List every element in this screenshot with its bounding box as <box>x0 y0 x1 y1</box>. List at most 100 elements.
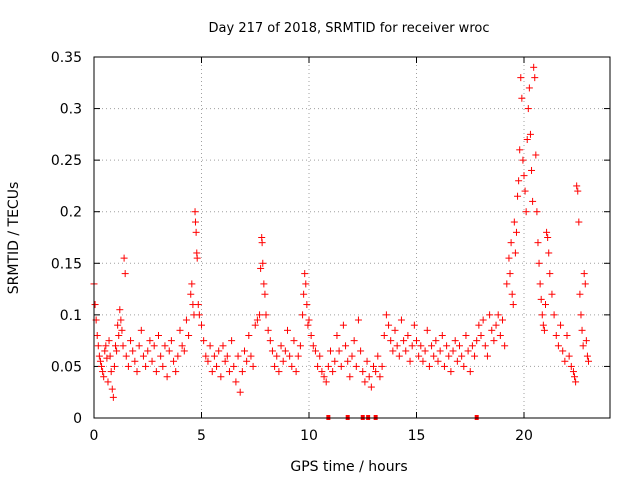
data-point <box>204 357 212 365</box>
data-point <box>479 316 487 324</box>
data-point <box>404 331 412 339</box>
data-point <box>509 301 517 309</box>
data-point <box>112 342 119 350</box>
data-point <box>137 326 145 334</box>
y-tick-label: 0.1 <box>60 308 82 324</box>
data-point <box>531 74 539 82</box>
data-point <box>511 249 519 257</box>
data-point <box>107 368 115 376</box>
data-point <box>569 368 577 376</box>
data-point <box>559 347 567 355</box>
data-point <box>376 373 384 381</box>
data-point <box>578 326 586 334</box>
data-point <box>271 362 279 370</box>
data-point <box>157 352 165 360</box>
data-point <box>436 347 444 355</box>
data-point <box>408 342 416 350</box>
data-point <box>142 362 150 370</box>
data-point <box>206 342 214 350</box>
x-tick-label: 15 <box>408 428 426 444</box>
data-point <box>585 357 592 365</box>
data-point <box>146 337 154 345</box>
data-point <box>410 321 418 329</box>
data-point <box>561 357 569 365</box>
data-point <box>117 316 125 324</box>
data-point <box>344 357 352 365</box>
data-point <box>550 311 558 319</box>
data-point <box>537 295 545 303</box>
data-point <box>539 321 547 329</box>
data-point <box>534 239 542 247</box>
data-point <box>389 347 397 355</box>
data-point <box>116 306 124 314</box>
y-tick-label: 0.15 <box>51 256 82 272</box>
data-point <box>462 331 470 339</box>
data-point <box>406 357 414 365</box>
data-point <box>503 280 511 288</box>
x-axis-label: GPS time / hours <box>290 459 407 475</box>
data-point <box>545 249 553 257</box>
data-point <box>572 378 580 386</box>
data-point <box>261 290 269 298</box>
data-point <box>456 342 463 350</box>
data-point <box>259 259 267 267</box>
data-point <box>430 352 438 360</box>
data-point <box>532 151 540 159</box>
data-point <box>301 270 309 278</box>
data-point <box>337 362 345 370</box>
data-point <box>579 342 587 350</box>
data-point <box>194 301 202 309</box>
data-point <box>354 316 362 324</box>
data-point <box>294 352 302 360</box>
data-point <box>447 368 455 376</box>
data-point <box>258 239 266 247</box>
data-point <box>232 378 240 386</box>
data-point <box>102 342 110 350</box>
data-point <box>391 326 399 334</box>
chart-title: Day 217 of 2018, SRMTID for receiver wro… <box>209 21 490 36</box>
data-point <box>182 316 190 324</box>
data-point <box>451 337 459 345</box>
data-point <box>577 311 585 319</box>
data-point <box>268 347 276 355</box>
data-point <box>483 352 491 360</box>
data-point <box>192 228 200 236</box>
data-point <box>395 352 403 360</box>
data-point <box>253 316 261 324</box>
data-point <box>492 321 500 329</box>
data-point <box>382 311 390 319</box>
data-point <box>529 197 537 205</box>
data-point <box>251 321 259 329</box>
data-point <box>193 254 201 262</box>
data-point <box>352 362 360 370</box>
data-point <box>464 347 472 355</box>
data-point <box>580 270 588 278</box>
data-point <box>114 321 122 329</box>
data-point <box>329 368 337 376</box>
data-point <box>104 378 112 386</box>
data-point <box>506 270 514 278</box>
data-point <box>305 316 313 324</box>
data-point <box>554 342 562 350</box>
data-point <box>471 352 479 360</box>
data-point <box>202 352 210 360</box>
data-point <box>230 362 238 370</box>
data-point <box>536 280 544 288</box>
data-point <box>241 347 248 355</box>
data-point <box>333 331 341 339</box>
data-point <box>486 311 494 319</box>
data-point <box>210 352 218 360</box>
data-point <box>583 352 591 360</box>
data-point <box>350 337 358 345</box>
data-point <box>314 362 322 370</box>
data-point <box>524 105 532 113</box>
data-point <box>93 331 101 339</box>
data-point <box>303 301 311 309</box>
data-point <box>574 187 582 195</box>
data-point <box>119 342 127 350</box>
plot-frame <box>93 56 611 419</box>
data-point <box>453 357 461 365</box>
data-point <box>393 342 401 350</box>
data-point <box>309 342 317 350</box>
